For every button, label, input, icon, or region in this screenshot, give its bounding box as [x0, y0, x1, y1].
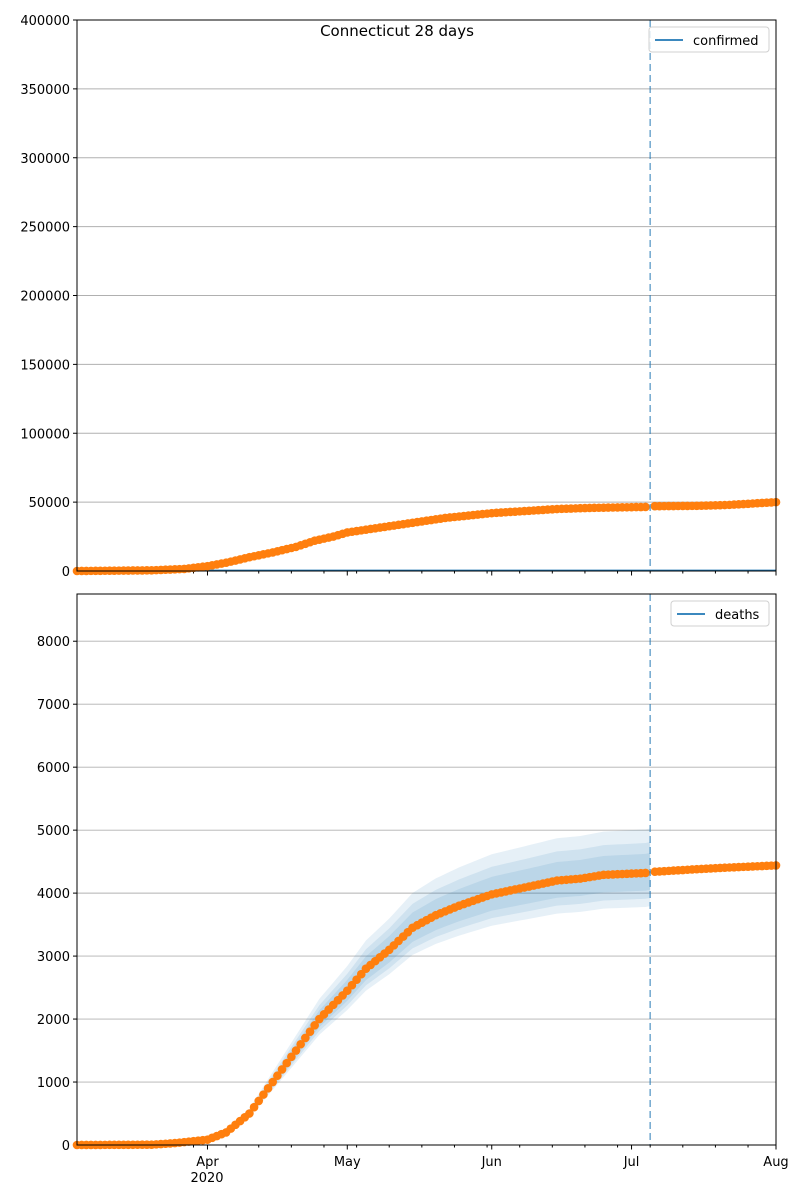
legend-label-deaths: deaths [715, 608, 760, 623]
y-tick-label: 350000 [20, 83, 70, 98]
confirmed-axes: 0 50000 100000 150000 200000 250000 300000 3500… [20, 14, 781, 580]
observed-point [282, 1058, 292, 1068]
axes-frame [76, 593, 777, 1146]
y-tick-label: 0 [62, 565, 70, 580]
legend-box [670, 600, 770, 627]
observed-point [249, 1102, 259, 1112]
y-tick-label: 0 [62, 1139, 70, 1154]
y-tick-label: 150000 [20, 358, 70, 373]
observed-point [305, 1027, 315, 1036]
observed-point [245, 1109, 254, 1118]
y-tick-label: 300000 [20, 152, 70, 167]
x-tick-label: Jul [623, 1155, 640, 1170]
observed-point [277, 1065, 287, 1074]
y-tick-label: 3000 [37, 950, 70, 965]
y-tick-label: 250000 [20, 221, 70, 236]
observed-point [310, 1021, 319, 1030]
confirmed-legend: confirmed [648, 26, 770, 53]
y-tick-label: 50000 [29, 496, 70, 511]
y-tick-label: 2000 [37, 1013, 70, 1028]
observed-point [641, 868, 650, 878]
observed-point [263, 1084, 273, 1093]
x-tick-label: Aug [763, 1155, 788, 1170]
y-tick-label: 1000 [37, 1076, 70, 1091]
x-year-label: 2020 [190, 1171, 223, 1186]
chart-title: Connecticut 28 days [320, 22, 474, 40]
observed-point [254, 1096, 264, 1106]
observed-point [641, 502, 650, 512]
observed-point [301, 1033, 310, 1043]
axes-frame [76, 19, 777, 572]
observed-point [296, 1039, 305, 1049]
y-tick-label: 8000 [37, 635, 70, 650]
x-tick-label: Apr [196, 1155, 219, 1170]
observed-point [259, 1090, 268, 1099]
y-tick-label: 7000 [37, 698, 70, 713]
legend-box [648, 26, 770, 53]
observed-point [287, 1052, 296, 1062]
uncertainty-band-outer [142, 828, 651, 1145]
y-tick-label: 5000 [37, 824, 70, 839]
observed-point [268, 1077, 278, 1087]
y-tick-label: 200000 [20, 290, 70, 305]
legend-label-confirmed: confirmed [693, 34, 759, 49]
observed-point [291, 1046, 301, 1055]
y-tick-label: 6000 [37, 761, 70, 776]
x-tick-label: Jun [481, 1155, 502, 1170]
deaths-legend: deaths [670, 600, 770, 627]
observed-point [273, 1071, 282, 1081]
uncertainty-band-inner [142, 852, 651, 1145]
deaths-axes: 0 1000 2000 3000 4000 5000 6000 7000 8000 Apr May J… [37, 593, 789, 1170]
y-tick-label: 100000 [20, 427, 70, 442]
y-tick-label: 400000 [20, 14, 70, 29]
x-tick-label: May [334, 1155, 361, 1170]
y-tick-label: 4000 [37, 887, 70, 902]
